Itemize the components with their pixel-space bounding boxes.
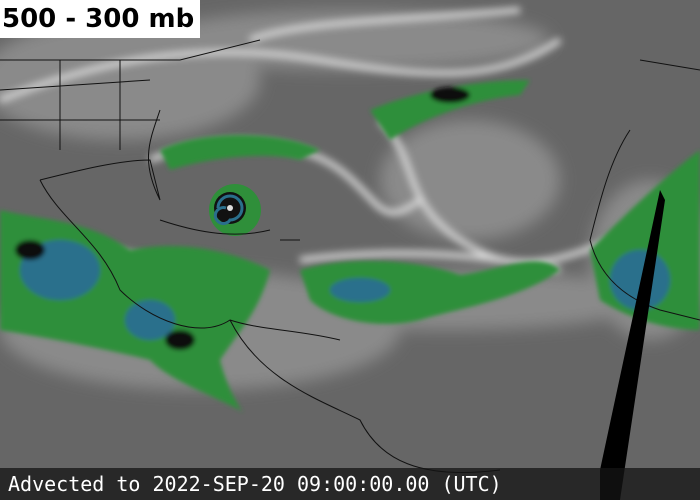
convection xyxy=(0,80,700,413)
hurricane xyxy=(209,184,261,236)
product-title: 500 - 300 mb xyxy=(0,0,201,38)
valid-time: Advected to 2022-SEP-20 09:00:00.00 (UTC… xyxy=(0,468,700,500)
data-gap xyxy=(600,190,665,500)
